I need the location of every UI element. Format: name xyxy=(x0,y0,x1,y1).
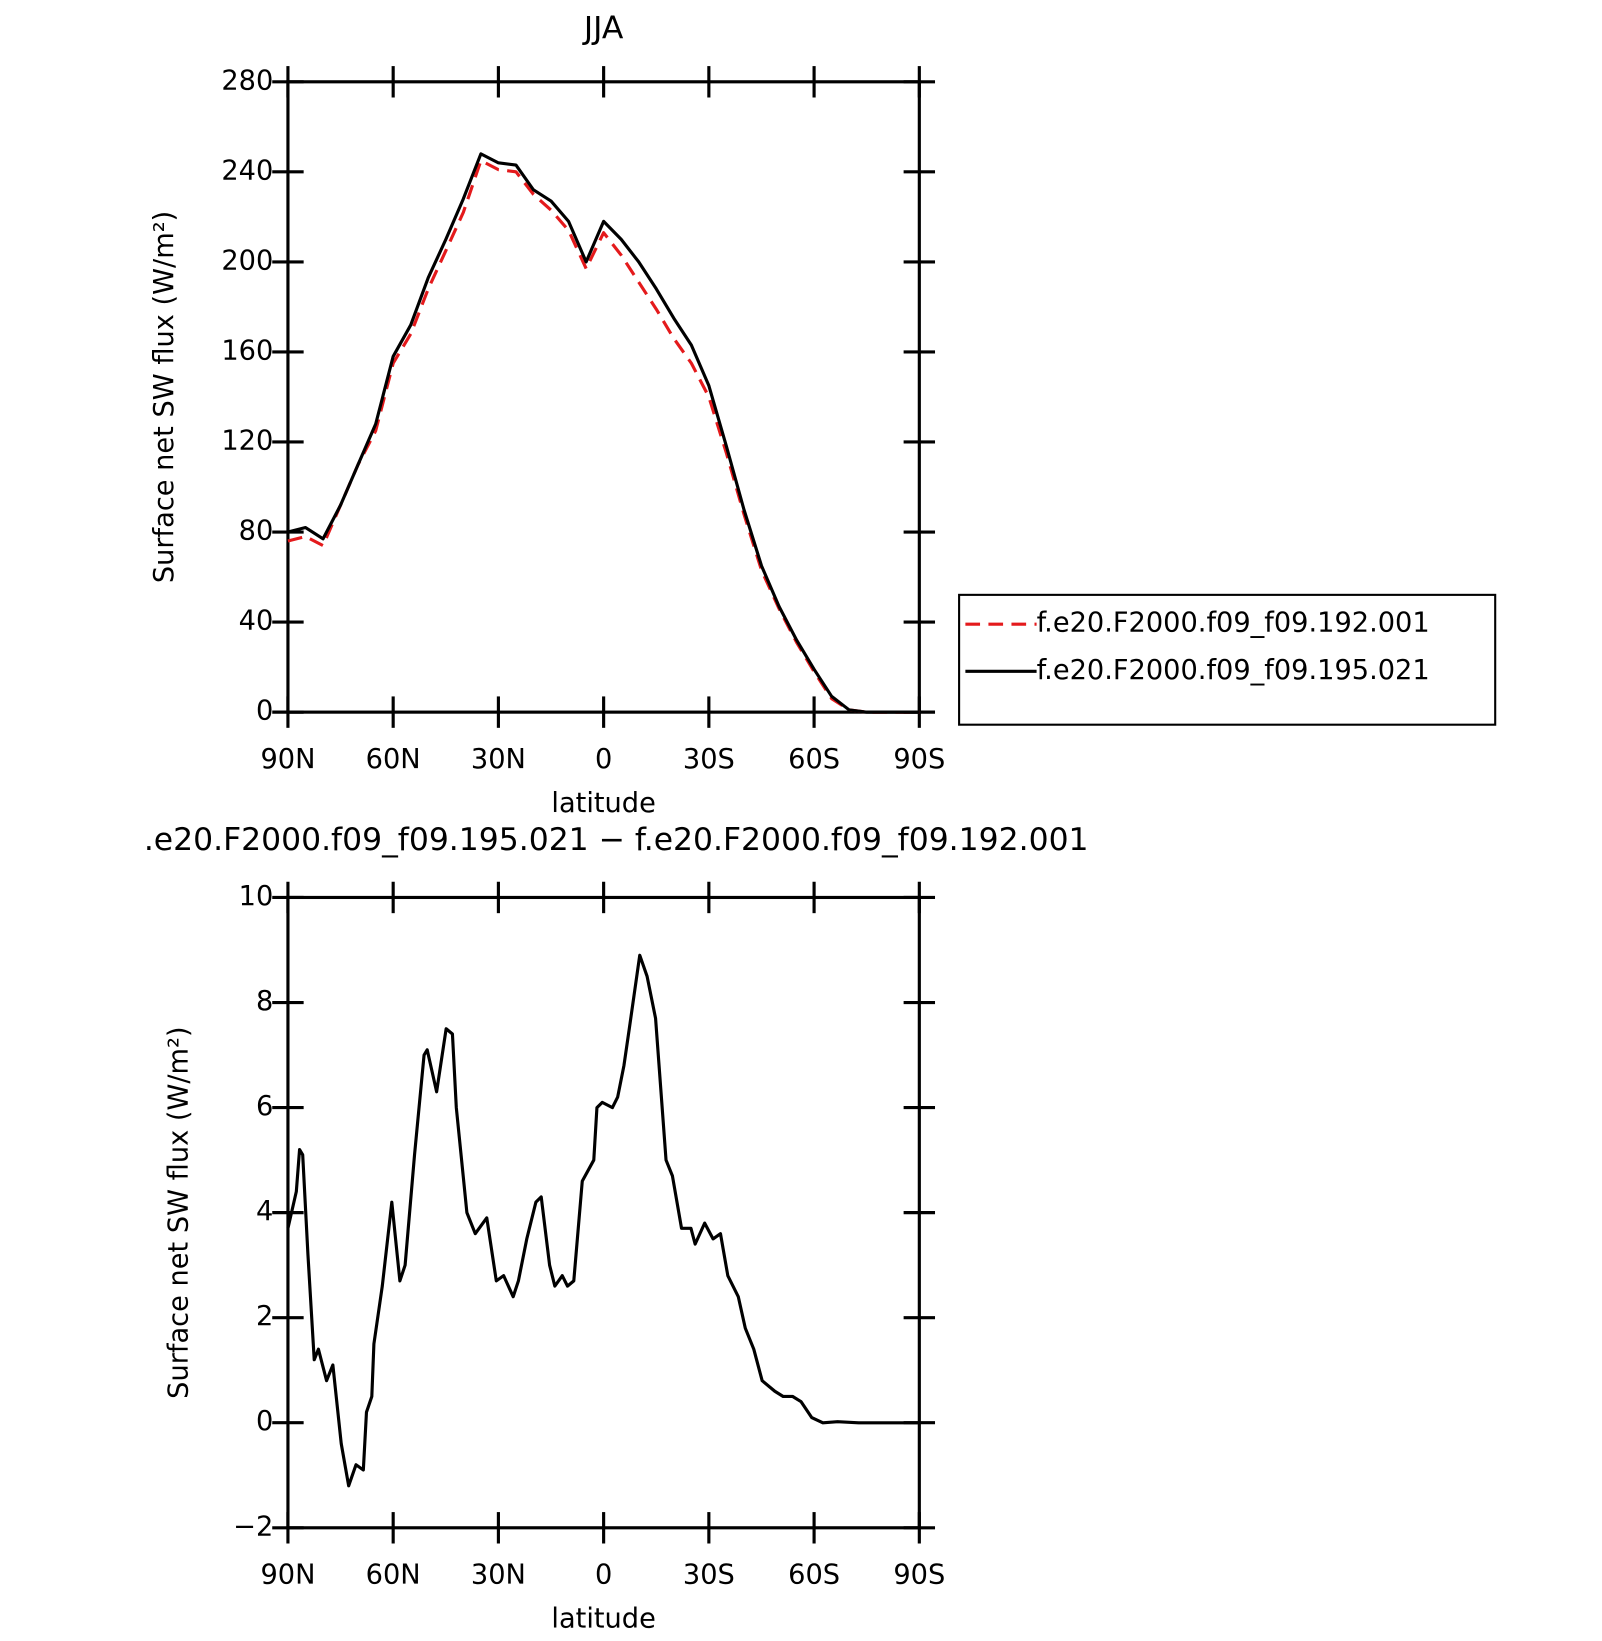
x-tick-label: 60N xyxy=(366,744,421,775)
y-tick-label: 120 xyxy=(221,425,273,456)
x-tick-label: 90S xyxy=(893,1559,945,1590)
y-tick-label: 280 xyxy=(221,65,273,96)
legend-label: f.e20.F2000.f09_f09.195.021 xyxy=(1037,655,1430,686)
chart-title: .e20.F2000.f09_f09.195.021 − f.e20.F2000… xyxy=(144,822,1089,858)
y-tick-label: 6 xyxy=(256,1091,273,1122)
x-tick-label: 60N xyxy=(366,1559,421,1590)
chart-title: JJA xyxy=(582,10,624,46)
plot-frame xyxy=(286,895,921,1530)
x-tick-label: 0 xyxy=(595,1559,612,1590)
y-tick-label: 160 xyxy=(221,335,273,366)
y-tick-label: 10 xyxy=(239,881,274,912)
y-tick-label: 40 xyxy=(239,606,274,637)
x-tick-label: 90S xyxy=(893,744,945,775)
data-line xyxy=(286,953,920,1488)
x-tick-label: 0 xyxy=(595,744,612,775)
y-tick-label: 8 xyxy=(256,986,273,1017)
y-tick-label: 200 xyxy=(221,245,273,276)
y-tick-label: 2 xyxy=(256,1301,273,1332)
y-axis-label: Surface net SW flux (W/m²) xyxy=(164,1026,195,1398)
y-axis-label: Surface net SW flux (W/m²) xyxy=(149,211,180,583)
x-axis-label: latitude xyxy=(551,1603,655,1634)
y-tick-label: −2 xyxy=(233,1511,273,1542)
x-tick-label: 30N xyxy=(471,744,526,775)
legend-box xyxy=(958,593,1497,726)
y-tick-label: 0 xyxy=(256,696,273,727)
x-tick-label: 90N xyxy=(260,1559,315,1590)
x-tick-label: 60S xyxy=(788,1559,840,1590)
data-line xyxy=(287,159,920,714)
x-tick-label: 90N xyxy=(260,744,315,775)
x-tick-label: 30S xyxy=(683,1559,735,1590)
x-tick-label: 60S xyxy=(788,744,840,775)
y-tick-label: 4 xyxy=(256,1196,273,1227)
y-tick-label: 80 xyxy=(239,516,274,547)
data-line xyxy=(287,152,920,714)
y-tick-label: 0 xyxy=(256,1406,273,1437)
x-tick-label: 30S xyxy=(683,744,735,775)
x-axis-label: latitude xyxy=(551,788,655,819)
x-tick-label: 30N xyxy=(471,1559,526,1590)
y-tick-label: 240 xyxy=(221,155,273,186)
legend-label: f.e20.F2000.f09_f09.192.001 xyxy=(1037,608,1430,639)
